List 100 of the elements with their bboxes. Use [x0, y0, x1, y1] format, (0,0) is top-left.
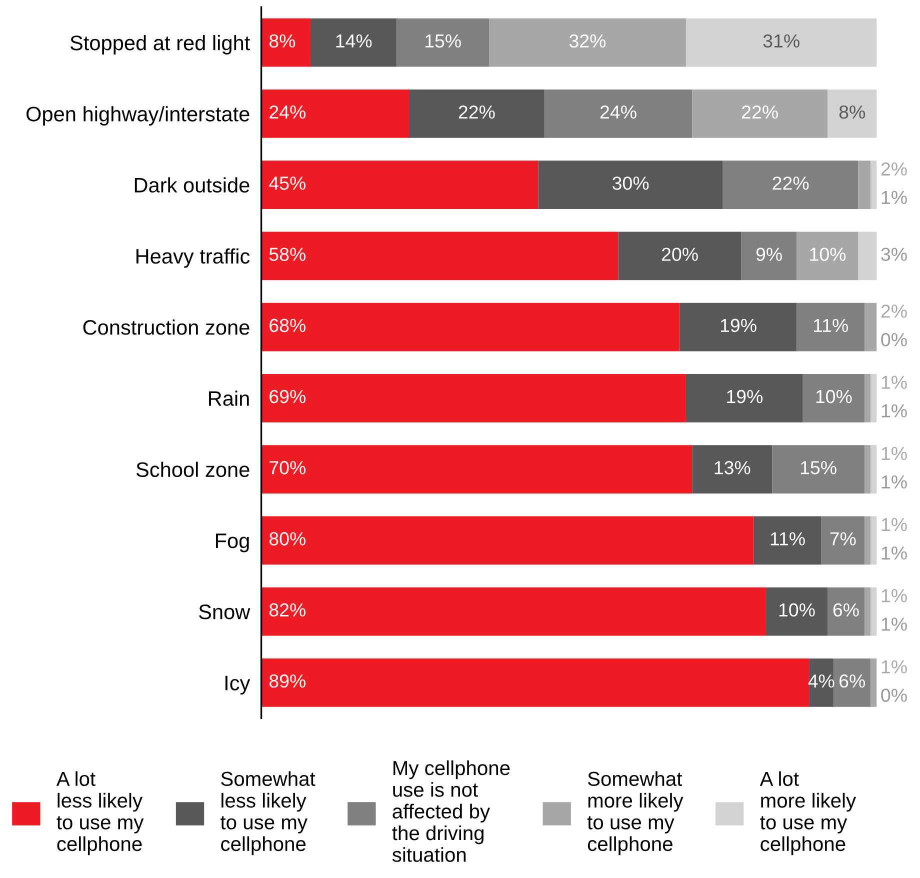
data-label: 1% — [882, 589, 907, 602]
bar — [870, 445, 877, 494]
data-label: 1% — [882, 546, 907, 560]
bar — [692, 90, 828, 138]
bar — [864, 587, 871, 636]
data-label: 1% — [882, 475, 907, 488]
data-label: 68% — [270, 318, 306, 332]
data-label: 70% — [270, 461, 306, 474]
data-label: 1% — [882, 404, 907, 418]
bar — [310, 18, 397, 67]
data-label: 2% — [881, 304, 907, 318]
bar — [821, 516, 864, 565]
y-tick-label: Dark outside — [134, 177, 250, 193]
legend-label: Somewhat less likely to use my cellphone — [220, 771, 316, 856]
data-label: 6% — [840, 674, 866, 688]
bar — [686, 18, 877, 67]
bar — [864, 516, 871, 565]
data-label: 9% — [756, 248, 782, 261]
legend-label: Somewhat more likely to use my cellphone — [587, 771, 684, 856]
bar — [870, 516, 877, 565]
bar — [408, 90, 544, 138]
data-label: 24% — [600, 105, 636, 119]
data-label: 19% — [720, 318, 756, 332]
bar — [261, 445, 692, 494]
bar — [489, 18, 686, 67]
bar — [870, 587, 877, 636]
y-tick-label: Heavy traffic — [136, 248, 250, 268]
legend-label: My cellphone use is not affected by the driving situation — [392, 760, 510, 862]
y-tick-label: Open highway/interstate — [26, 106, 250, 126]
bar — [828, 90, 877, 138]
data-label: 1% — [882, 376, 907, 389]
bar — [754, 516, 822, 565]
bar — [261, 18, 311, 67]
bar — [796, 232, 858, 280]
data-label: 10% — [816, 390, 852, 404]
y-tick-label: Snow — [199, 604, 250, 620]
bar — [538, 160, 723, 209]
y-tick-label: School zone — [136, 462, 250, 478]
bar — [796, 302, 864, 352]
data-label: 10% — [810, 248, 846, 261]
data-label: 15% — [800, 461, 836, 474]
bar — [261, 302, 680, 352]
y-tick-label: Fog — [216, 534, 249, 552]
y-tick-label: Construction zone — [83, 320, 250, 335]
bar — [722, 160, 858, 209]
data-label: 7% — [830, 532, 856, 546]
data-label: 24% — [270, 105, 306, 119]
bar — [261, 160, 538, 209]
data-label: 1% — [882, 190, 907, 204]
bar — [870, 658, 877, 707]
bar — [261, 374, 686, 422]
bar — [261, 587, 766, 636]
bar — [870, 160, 877, 209]
bar — [618, 232, 742, 280]
bar — [741, 232, 797, 280]
bar — [864, 445, 871, 494]
y-tick-label: Icy — [225, 676, 250, 695]
data-label: 1% — [882, 618, 907, 631]
bar — [864, 302, 877, 352]
data-label: 30% — [612, 176, 649, 190]
y-tick-label: Stopped at red light — [70, 35, 250, 54]
bar — [544, 90, 692, 138]
data-label: 31% — [763, 34, 800, 48]
bar — [834, 658, 871, 707]
bar — [858, 232, 877, 280]
data-label: 22% — [772, 176, 809, 190]
bar — [686, 374, 803, 422]
bar — [828, 587, 864, 636]
data-label: 89% — [269, 674, 306, 688]
data-label: 6% — [833, 603, 859, 617]
data-label: 22% — [458, 105, 495, 119]
data-label: 0% — [881, 333, 907, 346]
data-label: 3% — [881, 248, 907, 261]
legend-label: A lot more likely to use my cellphone — [760, 771, 856, 856]
bar — [858, 160, 871, 209]
data-label: 10% — [779, 603, 815, 617]
data-label: 22% — [742, 105, 778, 119]
bar — [261, 516, 754, 565]
data-label: 13% — [714, 461, 750, 474]
data-label: 11% — [770, 532, 805, 546]
y-tick-label: Rain — [209, 390, 249, 406]
legend-label: A lot less likely to use my cellphone — [56, 771, 144, 856]
data-label: 58% — [269, 248, 306, 261]
data-label: 14% — [336, 34, 372, 48]
bar — [396, 18, 490, 67]
data-label: 45% — [269, 176, 306, 190]
data-label: 80% — [269, 532, 306, 546]
data-label: 15% — [426, 34, 461, 48]
data-label: 82% — [269, 603, 306, 617]
data-label: 1% — [882, 518, 907, 532]
data-label: 2% — [881, 162, 907, 176]
data-label: 11% — [814, 318, 848, 332]
bar — [766, 587, 828, 636]
bar — [261, 232, 618, 280]
data-label: 32% — [569, 34, 606, 48]
bar — [692, 445, 772, 494]
data-label: 1% — [882, 660, 907, 674]
data-label: 19% — [727, 390, 763, 404]
data-label: 20% — [662, 248, 698, 261]
data-label: 1% — [882, 446, 907, 460]
